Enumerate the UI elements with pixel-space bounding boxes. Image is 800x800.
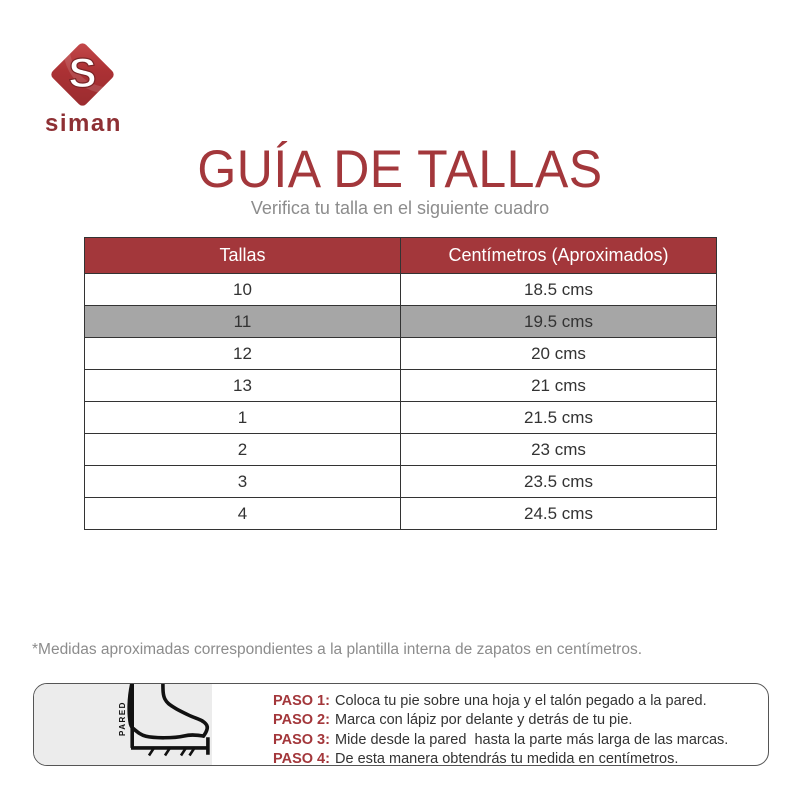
svg-text:S: S xyxy=(68,49,96,96)
